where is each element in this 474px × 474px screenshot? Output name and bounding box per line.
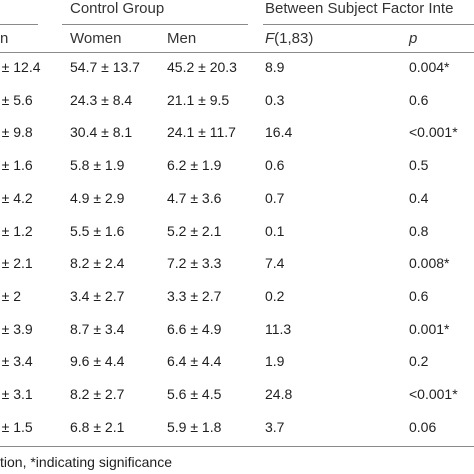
between-subject-header: Between Subject Factor Inte — [265, 0, 454, 17]
partial-cell: 7 ± 3.9 — [0, 321, 33, 337]
f-cell: 7.4 — [265, 255, 285, 271]
partial-column-header: n — [0, 30, 9, 47]
men-column-header: Men — [167, 30, 197, 47]
men-cell: 6.6 ± 4.9 — [167, 321, 222, 337]
f-cell: 8.9 — [265, 59, 285, 75]
men-cell: 4.7 ± 3.6 — [167, 190, 222, 206]
f-cell: 24.8 — [265, 386, 293, 402]
women-cell: 54.7 ± 13.7 — [70, 59, 140, 75]
partial-cell: 5 ± 2 — [0, 288, 22, 304]
f-cell: 16.4 — [265, 124, 293, 140]
p-value-header: p — [409, 30, 418, 47]
p-cell: 0.06 — [409, 419, 437, 435]
men-cell: 6.4 ± 4.4 — [167, 353, 222, 369]
partial-cell: 0 ± 12.4 — [0, 59, 41, 75]
control-group-header: Control Group — [70, 0, 165, 17]
f-cell: 0.1 — [265, 223, 285, 239]
between-subject-rule — [263, 24, 474, 25]
p-cell: 0.4 — [409, 190, 429, 206]
p-cell: 0.004* — [409, 59, 450, 75]
partial-cell: 3 ± 2.1 — [0, 255, 33, 271]
f-cell: 11.3 — [265, 321, 292, 337]
partial-cell: 9 ± 1.6 — [0, 157, 33, 173]
men-cell: 5.6 ± 4.5 — [167, 386, 222, 402]
p-cell: 0.6 — [409, 288, 429, 304]
p-cell: <0.001* — [409, 124, 458, 140]
women-cell: 8.7 ± 3.4 — [70, 321, 125, 337]
p-cell: 0.5 — [409, 157, 429, 173]
men-cell: 24.1 ± 11.7 — [167, 124, 236, 140]
f-cell: 1.9 — [265, 353, 285, 369]
partial-cell: 3 ± 4.2 — [0, 190, 33, 206]
men-cell: 5.9 ± 1.8 — [167, 419, 222, 435]
f-cell: 0.7 — [265, 190, 285, 206]
women-cell: 8.2 ± 2.4 — [70, 255, 125, 271]
partial-cell: 9 ± 3.4 — [0, 353, 33, 369]
f-cell: 3.7 — [265, 419, 285, 435]
partial-cell: 4 ± 1.5 — [0, 419, 33, 435]
women-column-header: Women — [70, 30, 122, 47]
p-cell: 0.6 — [409, 92, 429, 108]
p-cell: 0.008* — [409, 255, 450, 271]
table-footnote: tion, *indicating significance — [0, 454, 172, 470]
men-cell: 45.2 ± 20.3 — [167, 59, 237, 75]
p-cell: <0.001* — [409, 386, 458, 402]
f-cell: 0.6 — [265, 157, 285, 173]
top-rule-left — [0, 24, 38, 25]
men-cell: 5.2 ± 2.1 — [167, 223, 222, 239]
partial-cell: 3 ± 5.6 — [0, 92, 33, 108]
men-cell: 21.1 ± 9.5 — [167, 92, 230, 108]
header-bottom-rule — [0, 52, 474, 53]
partial-cell: 3 ± 1.2 — [0, 223, 33, 239]
table-bottom-rule — [0, 446, 474, 447]
f-cell: 0.3 — [265, 92, 285, 108]
f-statistic-header: F(1,83) — [265, 30, 314, 47]
women-cell: 4.9 ± 2.9 — [70, 190, 125, 206]
women-cell: 5.5 ± 1.6 — [70, 223, 125, 239]
control-group-rule — [62, 24, 248, 25]
women-cell: 24.3 ± 8.4 — [70, 92, 133, 108]
p-cell: 0.2 — [409, 353, 429, 369]
men-cell: 3.3 ± 2.7 — [167, 288, 222, 304]
women-cell: 3.4 ± 2.7 — [70, 288, 125, 304]
f-cell: 0.2 — [265, 288, 285, 304]
partial-cell: 5 ± 9.8 — [0, 124, 33, 140]
women-cell: 9.6 ± 4.4 — [70, 353, 125, 369]
men-cell: 6.2 ± 1.9 — [167, 157, 222, 173]
women-cell: 30.4 ± 8.1 — [70, 124, 133, 140]
women-cell: 8.2 ± 2.7 — [70, 386, 125, 402]
men-cell: 7.2 ± 3.3 — [167, 255, 222, 271]
p-cell: 0.001* — [409, 321, 450, 337]
women-cell: 6.8 ± 2.1 — [70, 419, 125, 435]
p-cell: 0.8 — [409, 223, 429, 239]
women-cell: 5.8 ± 1.9 — [70, 157, 125, 173]
partial-cell: 3 ± 3.1 — [0, 386, 33, 402]
